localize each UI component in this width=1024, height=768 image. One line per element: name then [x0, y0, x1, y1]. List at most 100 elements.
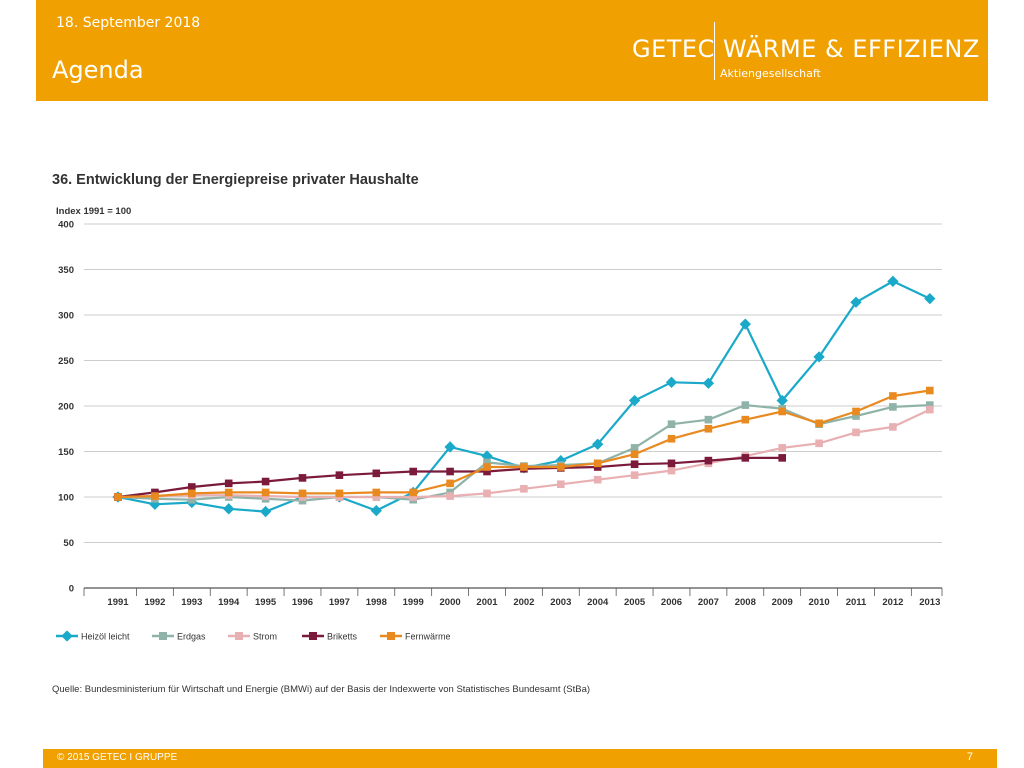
data-point [741, 401, 750, 409]
data-point [446, 492, 454, 500]
data-point [852, 407, 860, 416]
data-point [889, 392, 897, 400]
x-tick-label: 2001 [476, 597, 498, 608]
data-point [483, 489, 491, 498]
data-point [298, 474, 307, 482]
data-point [702, 377, 715, 389]
data-point [372, 493, 381, 501]
company-logo: GETEC WÄRME & EFFIZIENZ [632, 35, 980, 63]
y-tick-label: 250 [58, 356, 74, 367]
data-point [593, 475, 602, 484]
data-point [446, 479, 454, 488]
data-point [630, 444, 639, 452]
y-tick-label: 400 [58, 220, 74, 231]
y-tick-label: 200 [58, 402, 74, 413]
data-point [188, 495, 196, 504]
data-point [778, 407, 786, 416]
y-tick-label: 50 [63, 538, 74, 549]
data-point [926, 386, 934, 395]
x-tick-label: 1996 [292, 597, 313, 608]
data-point [298, 489, 307, 498]
x-tick-label: 2013 [919, 597, 940, 608]
x-tick-label: 2008 [735, 597, 756, 608]
chart-title: 36. Entwicklung der Energiepreise privat… [52, 172, 419, 188]
line-chart: Index 1991 = 100 0 50 100 150 200 250 300 350 400… [56, 206, 943, 642]
legend-marker [387, 632, 395, 640]
x-tick-label: 1995 [255, 597, 277, 608]
data-point [557, 463, 565, 471]
data-point [926, 401, 934, 409]
data-point [259, 505, 272, 518]
x-tick-label: 1994 [218, 597, 240, 608]
data-point [630, 450, 639, 459]
data-point [889, 423, 897, 431]
data-point [370, 504, 382, 517]
logo-divider [714, 22, 715, 80]
y-tick-label: 100 [58, 493, 74, 504]
data-point [483, 458, 491, 467]
data-point [224, 479, 233, 488]
data-point [335, 471, 344, 479]
x-tick-label: 1999 [403, 597, 424, 608]
legend-label: Fernwärme [405, 632, 451, 642]
data-point [372, 488, 381, 497]
x-tick-label: 2002 [513, 597, 534, 608]
data-point [261, 488, 270, 497]
data-point [224, 488, 233, 497]
data-point [667, 420, 676, 428]
data-point [223, 503, 235, 515]
x-tick-label: 2011 [846, 597, 867, 608]
legend-marker [309, 632, 317, 640]
header-bar: 18. September 2018 Agenda GETEC WÄRME & … [36, 0, 988, 101]
legend-marker [61, 630, 73, 642]
x-tick-label: 2004 [587, 597, 609, 608]
data-point [924, 292, 936, 305]
data-point [815, 419, 823, 428]
data-point [114, 493, 122, 501]
x-tick-label: 2007 [698, 597, 719, 608]
x-tick-label: 1998 [366, 597, 387, 608]
data-point [188, 483, 196, 491]
data-point [188, 489, 196, 498]
data-point [887, 275, 899, 287]
data-point [704, 415, 713, 424]
data-point [483, 467, 491, 476]
data-point [630, 471, 639, 479]
data-point [852, 428, 860, 437]
page-number: 7 [966, 751, 973, 763]
data-point [667, 466, 676, 475]
data-point [409, 493, 417, 501]
data-point [446, 467, 454, 476]
data-point [776, 394, 788, 407]
x-tick-label: 1992 [144, 597, 165, 608]
slide-title: Agenda [52, 56, 144, 84]
data-point [778, 454, 786, 462]
x-tick-label: 2005 [624, 597, 646, 608]
y-tick-label: 350 [58, 265, 74, 276]
data-point [741, 415, 750, 424]
data-point [520, 485, 528, 493]
data-point [151, 492, 159, 500]
y-axis-label: Index 1991 = 100 [56, 206, 131, 217]
x-tick-label: 2010 [809, 597, 830, 608]
y-tick-label: 0 [69, 584, 74, 595]
data-point [409, 467, 417, 476]
series-heiz-l-leicht [112, 275, 936, 518]
x-tick-label: 2000 [440, 597, 461, 608]
data-point [704, 456, 713, 465]
x-tick-label: 1997 [329, 597, 350, 608]
legend-marker [235, 632, 243, 640]
data-point [667, 434, 676, 443]
footer-bar: © 2015 GETEC I GRUPPE 7 [43, 749, 997, 768]
data-point [520, 463, 528, 471]
data-point [444, 441, 456, 453]
data-point [372, 469, 381, 478]
chart-source: Quelle: Bundesministerium für Wirtschaft… [52, 684, 591, 695]
data-point [630, 460, 639, 469]
data-point [815, 439, 823, 448]
data-point [409, 488, 417, 497]
data-point [739, 318, 751, 330]
legend-label: Heizöl leicht [81, 632, 130, 642]
data-point [261, 477, 270, 486]
data-point [813, 351, 825, 363]
